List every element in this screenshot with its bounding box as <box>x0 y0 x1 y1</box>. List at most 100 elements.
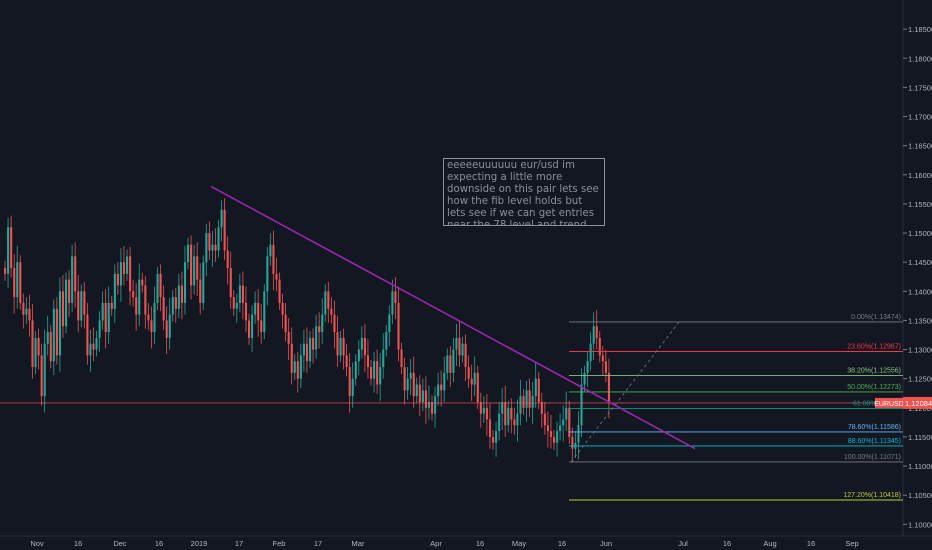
price-tick-label: 1.17500 <box>908 83 932 92</box>
candle-down <box>601 355 604 362</box>
candle-up <box>80 291 83 321</box>
candle-down <box>260 320 263 333</box>
candle-up <box>58 291 61 356</box>
fib-level-label: 61.80% <box>853 400 877 407</box>
candle-down <box>595 326 598 338</box>
candle-down <box>296 361 299 379</box>
candle-up <box>531 396 534 408</box>
candle-down <box>226 250 229 268</box>
candle-down <box>476 372 479 402</box>
candle-down <box>241 285 244 303</box>
candle-up <box>525 390 528 408</box>
price-tick-label: 1.14000 <box>908 287 932 296</box>
candle-down <box>135 297 138 315</box>
candle-up <box>235 302 238 309</box>
candle-down <box>336 332 339 356</box>
candle-down <box>74 256 77 292</box>
candle-down <box>284 314 287 333</box>
candle-up <box>238 285 241 303</box>
candle-up <box>501 402 504 414</box>
candle-up <box>592 326 595 344</box>
candle-up <box>254 302 257 315</box>
candle-up <box>171 297 174 315</box>
candle-down <box>305 343 309 362</box>
candle-down <box>31 320 34 368</box>
price-tick-label: 1.13500 <box>908 316 932 325</box>
candle-up <box>437 384 440 397</box>
candle-up <box>113 273 116 309</box>
candle-up <box>391 291 394 315</box>
candle-up <box>101 302 104 321</box>
candle-down <box>10 227 13 268</box>
candle-down <box>86 314 89 356</box>
candle-down <box>150 320 153 333</box>
candle-up <box>217 227 220 251</box>
candle-up <box>562 419 565 426</box>
price-tick-label: 1.16000 <box>908 171 932 180</box>
candle-up <box>315 326 318 350</box>
candle-up <box>138 279 141 315</box>
annotation-note[interactable]: eeeeeuuuuuu eur/usd im expecting a littl… <box>443 158 605 226</box>
candle-down <box>571 436 574 449</box>
candle-down <box>68 279 71 303</box>
last-price-label: 1.12084 <box>905 399 932 408</box>
candle-up <box>427 402 431 408</box>
candle-up <box>52 308 55 362</box>
candle-up <box>324 291 327 315</box>
fib-level-label: 100.00%(1.11071) <box>844 454 901 461</box>
candle-down <box>568 407 571 437</box>
candle-up <box>187 244 190 263</box>
candle-up <box>577 425 580 443</box>
candle-down <box>458 337 461 356</box>
candle-up <box>46 332 49 344</box>
candle-down <box>132 291 135 298</box>
candle-down <box>543 413 546 426</box>
candle-down <box>537 378 540 402</box>
candle-down <box>412 372 415 397</box>
candle-down <box>403 367 406 391</box>
fib-level-label: 0.00%(1.13474) <box>851 314 901 321</box>
candle-down <box>141 279 144 286</box>
candle-down <box>504 402 507 426</box>
candle-down <box>104 302 107 333</box>
time-tick-label: Mar <box>352 539 365 548</box>
price-tick-label: 1.13000 <box>908 346 932 355</box>
candle-up <box>565 407 568 420</box>
candle-up <box>302 343 305 356</box>
candle-up <box>107 302 110 333</box>
candle-up <box>354 361 357 379</box>
candle-down <box>397 302 400 350</box>
candle-up <box>119 262 122 286</box>
time-tick-label: Jul <box>678 539 688 548</box>
candle-down <box>604 361 607 373</box>
candle-down <box>28 308 31 321</box>
candle-down <box>449 355 452 373</box>
candle-up <box>406 378 409 391</box>
candle-down <box>165 320 168 338</box>
candle-up <box>385 332 388 350</box>
time-tick-label: 17 <box>314 539 322 548</box>
candle-down <box>418 384 421 402</box>
candle-up <box>495 431 498 443</box>
time-tick-label: 17 <box>235 539 243 548</box>
price-tick-label: 1.10000 <box>908 520 932 529</box>
candle-up <box>498 413 501 432</box>
candle-down <box>159 273 162 298</box>
candle-up <box>25 308 28 315</box>
candle-down <box>366 355 370 368</box>
candle-down <box>513 419 516 426</box>
candle-up <box>516 413 519 426</box>
candle-down <box>4 268 7 274</box>
candle-down <box>376 361 379 385</box>
candle-down <box>464 343 467 368</box>
trend-line <box>210 185 696 450</box>
candle-down <box>363 337 366 356</box>
price-tick-label: 1.12500 <box>908 375 932 384</box>
candle-up <box>473 372 476 385</box>
candle-up <box>589 343 592 362</box>
candle-down <box>208 233 211 251</box>
candle-up <box>382 349 385 368</box>
candle-down <box>479 402 482 414</box>
candle-up <box>269 244 272 257</box>
